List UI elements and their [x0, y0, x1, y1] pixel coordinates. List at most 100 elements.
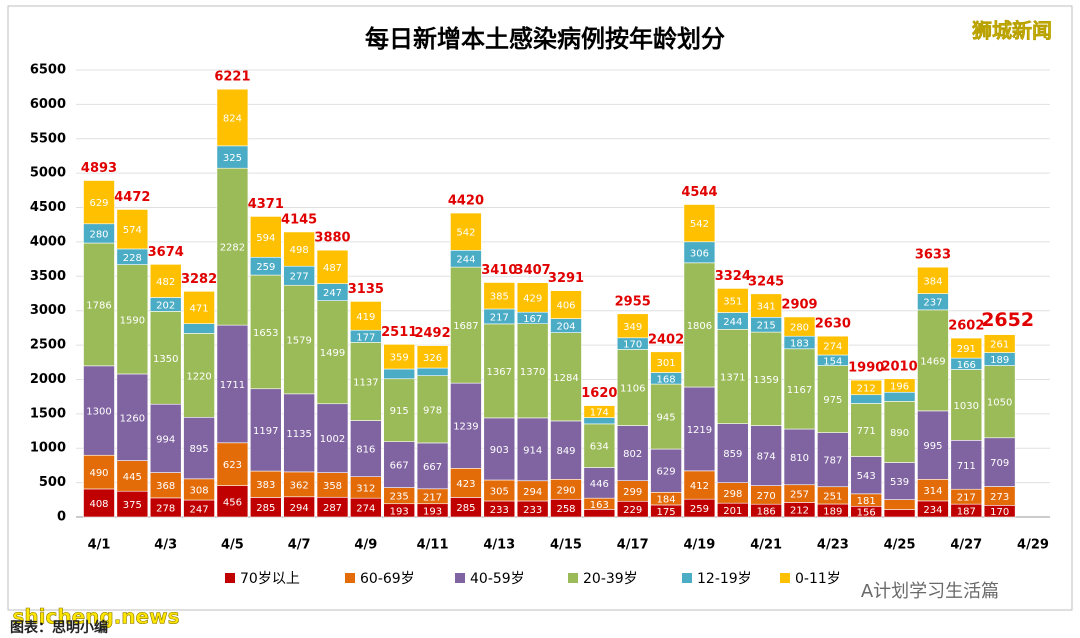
value-label: 257 — [790, 490, 809, 501]
bar-segment — [183, 416, 215, 480]
value-label: 237 — [923, 298, 942, 309]
y-tick-label: 6000 — [30, 97, 66, 112]
bar-segment — [383, 344, 416, 370]
value-label: 258 — [556, 504, 575, 515]
value-label: 229 — [623, 505, 642, 516]
value-label: 1806 — [687, 321, 712, 332]
bar-segment — [83, 488, 115, 518]
bar-segment — [283, 284, 315, 395]
x-tick-label: 4/13 — [483, 538, 515, 553]
bar-segment — [249, 274, 282, 390]
value-label: 235 — [390, 492, 409, 503]
bar-segment — [216, 485, 249, 518]
x-tick-label: 4/15 — [550, 538, 582, 553]
value-label: 201 — [723, 506, 742, 517]
total-label: 2602 — [948, 319, 984, 334]
value-label: 233 — [523, 505, 542, 516]
bar-segment — [416, 367, 449, 376]
value-label: 629 — [657, 467, 676, 478]
y-tick-label: 4500 — [30, 200, 66, 215]
bar-segment — [783, 428, 816, 486]
legend-swatch — [568, 573, 578, 583]
value-label: 384 — [923, 276, 942, 287]
bar-segment — [149, 472, 182, 499]
value-label: 594 — [256, 233, 275, 244]
bar-segment — [550, 290, 582, 319]
bar-segment — [483, 282, 516, 310]
value-label: 156 — [857, 508, 876, 519]
bar-segment — [216, 324, 249, 444]
value-label: 412 — [690, 481, 709, 492]
bar-segment — [516, 323, 549, 419]
value-label: 189 — [990, 355, 1009, 366]
total-label: 3407 — [515, 263, 551, 278]
x-tick-label: 4/5 — [221, 538, 244, 553]
value-label: 183 — [790, 338, 809, 349]
bar-segment — [350, 420, 382, 478]
bar-segment — [716, 288, 749, 313]
x-tick-label: 4/1 — [88, 538, 111, 553]
legend-label: 60-69岁 — [360, 571, 415, 587]
value-label: 1002 — [320, 434, 345, 445]
bar-segment — [550, 332, 582, 422]
value-label: 490 — [89, 468, 108, 479]
value-label: 244 — [723, 317, 742, 328]
bar-segment — [350, 301, 382, 331]
value-label: 215 — [757, 321, 776, 332]
bar-segment — [116, 460, 149, 492]
value-label: 259 — [256, 262, 275, 273]
value-label: 186 — [757, 507, 776, 518]
value-label: 287 — [323, 503, 342, 514]
bar-segment — [83, 242, 115, 367]
value-label: 1219 — [687, 425, 712, 436]
value-label: 1220 — [186, 371, 211, 382]
value-label: 849 — [556, 446, 575, 457]
bar-segment — [116, 264, 149, 375]
bar-segment — [950, 337, 983, 359]
value-label: 2282 — [220, 243, 245, 254]
value-label: 193 — [423, 506, 442, 517]
value-label: 859 — [723, 449, 742, 460]
site-watermark: shicheng.news — [13, 605, 180, 629]
value-label: 308 — [190, 485, 209, 496]
legend-swatch — [345, 573, 355, 583]
bar-segment — [917, 410, 949, 480]
y-tick-label: 5500 — [30, 131, 66, 146]
value-label: 166 — [957, 360, 976, 371]
value-label: 816 — [356, 445, 375, 456]
bar-segment — [183, 323, 215, 334]
bar-segment — [316, 249, 349, 284]
bar-segment — [950, 369, 983, 441]
value-label: 1350 — [153, 354, 178, 365]
bar-segment — [616, 313, 649, 339]
bar-segment — [650, 383, 682, 450]
bar-segment — [149, 264, 182, 298]
value-label: 1687 — [453, 321, 478, 332]
bar-segment — [149, 311, 182, 405]
value-label: 259 — [690, 504, 709, 515]
value-label: 995 — [923, 441, 942, 452]
total-label: 3282 — [181, 272, 217, 287]
value-label: 212 — [790, 506, 809, 517]
value-label: 349 — [623, 322, 642, 333]
bar-segment — [116, 490, 149, 518]
value-label: 978 — [423, 405, 442, 416]
bar-segment — [283, 471, 315, 498]
bar-segment — [516, 282, 549, 313]
bar-segment — [249, 388, 282, 472]
bar-segment — [883, 378, 916, 393]
bar-segment — [683, 204, 716, 243]
bar-segment — [450, 468, 482, 498]
value-label: 975 — [823, 395, 842, 406]
value-label: 362 — [290, 480, 309, 491]
value-label: 771 — [857, 426, 876, 437]
value-label: 187 — [957, 507, 976, 518]
x-tick-label: 4/7 — [288, 538, 311, 553]
value-label: 1284 — [553, 373, 578, 384]
x-tick-label: 4/3 — [154, 538, 177, 553]
bar-segment — [583, 423, 616, 468]
bar-segment — [817, 432, 849, 488]
total-label: 3674 — [148, 245, 184, 260]
value-label: 174 — [590, 408, 609, 419]
